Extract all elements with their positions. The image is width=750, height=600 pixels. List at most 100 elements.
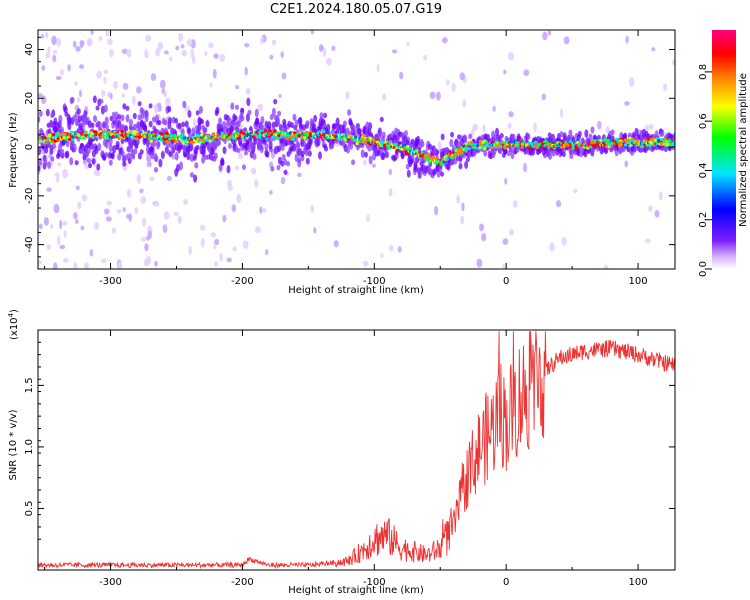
spectrogram-noise-cell — [52, 262, 58, 269]
spectrogram-haze-cell — [148, 120, 153, 128]
spectrogram-y-tick-label: 0 — [24, 144, 35, 150]
spectrogram-noise-cell — [180, 44, 185, 49]
spectrogram-noise-cell — [238, 152, 244, 160]
spectrogram-noise-cell — [177, 215, 182, 224]
spectrogram-haze-cell — [270, 166, 275, 172]
spectrogram-noise-cell — [560, 108, 564, 118]
spectrogram-noise-cell — [38, 223, 43, 230]
spectrogram-noise-cell — [625, 35, 629, 44]
spectrogram-haze-cell — [47, 161, 52, 169]
spectrogram-haze-cell — [253, 137, 258, 145]
spectrogram-noise-cell — [541, 93, 546, 101]
spectrogram-noise-cell — [605, 126, 610, 134]
spectrogram-haze-cell — [240, 107, 245, 113]
spectrogram-noise-cell — [106, 200, 113, 206]
spectrogram-noise-cell — [280, 176, 286, 185]
spectrogram-haze-cell — [450, 131, 455, 138]
spectrogram-ridge-cell — [268, 129, 272, 133]
spectrogram-noise-cell — [476, 258, 483, 268]
spectrogram-noise-cell — [46, 187, 52, 192]
spectrogram-haze-cell — [273, 98, 278, 105]
spectrogram-noise-cell — [165, 97, 171, 106]
spectrogram-haze-cell — [254, 108, 259, 118]
spectrogram-ridge-cell — [239, 130, 243, 135]
spectrogram-noise-cell — [162, 224, 168, 233]
spectrogram-haze-cell — [295, 129, 300, 135]
spectrogram-haze-cell — [182, 100, 187, 109]
spectrogram-noise-cell — [628, 77, 635, 88]
spectrogram-noise-cell — [140, 236, 147, 242]
spectrogram-noise-cell — [59, 219, 63, 230]
spectrogram-noise-cell — [51, 35, 57, 46]
spectrogram-noise-cell — [155, 47, 161, 57]
spectrogram-y-tick-label: 40 — [24, 43, 35, 56]
spectrogram-haze-cell — [250, 144, 255, 151]
spectrogram-ridge-cell — [169, 134, 174, 138]
spectrogram-ridge-cell — [353, 136, 358, 140]
spectrogram-haze-cell — [416, 135, 421, 145]
spectrogram-noise-cell — [109, 92, 113, 100]
spectrogram-haze-cell — [260, 124, 265, 131]
spectrogram-haze-cell — [122, 103, 127, 110]
spectrogram-noise-cell — [561, 236, 567, 246]
spectrogram-haze-cell — [385, 150, 390, 159]
spectrogram-noise-cell — [53, 203, 60, 214]
spectrogram-ridge-cell — [149, 139, 153, 143]
colorbar-tick-label: 0.4 — [698, 162, 709, 178]
spectrogram-haze-cell — [277, 145, 282, 153]
spectrogram-noise-cell — [107, 38, 113, 46]
spectrogram-noise-cell — [212, 68, 217, 79]
spectrogram-noise-cell — [460, 215, 465, 225]
spectrogram-haze-cell — [280, 143, 285, 151]
spectrogram-haze-cell — [193, 174, 198, 183]
spectrogram-noise-cell — [310, 204, 314, 213]
spectrogram-noise-cell — [512, 200, 518, 208]
spectrogram-noise-cell — [624, 160, 629, 168]
spectrogram-haze-cell — [233, 115, 238, 121]
spectrogram-noise-cell — [163, 90, 168, 98]
spectrogram-haze-cell — [260, 116, 265, 125]
spectrogram-haze-cell — [136, 121, 141, 129]
spectrogram-ridge-cell — [426, 152, 431, 156]
spectrogram-ridge-cell — [242, 132, 246, 136]
spectrogram-haze-cell — [168, 151, 173, 158]
spectrogram-haze-cell — [131, 153, 136, 160]
spectrogram-haze-cell — [72, 143, 77, 153]
spectrogram-ridge-cell — [387, 146, 391, 150]
spectrogram-noise-cell — [331, 45, 336, 51]
snr-x-tick-label: -100 — [363, 577, 386, 588]
spectrogram-haze-cell — [440, 133, 445, 141]
spectrogram-haze-cell — [187, 110, 192, 118]
spectrogram-noise-cell — [523, 162, 528, 173]
spectrogram-noise-cell — [46, 244, 51, 250]
spectrogram-noise-cell — [399, 71, 404, 80]
spectrogram-noise-cell — [77, 201, 82, 210]
spectrogram-haze-cell — [276, 164, 281, 171]
spectrogram-haze-cell — [561, 151, 566, 158]
spectrogram-haze-cell — [320, 118, 325, 126]
spectrogram-haze-cell — [222, 146, 227, 155]
spectrogram-noise-cell — [603, 265, 609, 269]
spectrogram-noise-cell — [313, 227, 317, 234]
colorbar-tick-label: 0.8 — [698, 64, 709, 80]
spectrogram-haze-cell — [305, 157, 310, 165]
spectrogram-noise-cell — [366, 214, 370, 223]
spectrogram-haze-cell — [271, 107, 276, 117]
spectrogram-haze-cell — [495, 127, 500, 137]
spectrogram-haze-cell — [108, 137, 113, 146]
spectrogram-ridge-cell — [214, 138, 219, 142]
spectrogram-haze-cell — [120, 150, 125, 157]
spectrogram-noise-cell — [81, 194, 88, 202]
spectrogram-haze-cell — [58, 114, 63, 124]
spectrogram-noise-cell — [362, 159, 367, 166]
spectrogram-haze-cell — [252, 153, 257, 160]
spectrogram-haze-cell — [610, 129, 615, 135]
spectrogram-noise-cell — [459, 72, 466, 81]
spectrogram-haze-cell — [195, 110, 200, 116]
spectrogram-haze-cell — [154, 155, 159, 163]
spectrogram-noise-cell — [136, 173, 142, 184]
spectrogram-haze-cell — [167, 121, 172, 130]
spectrogram-noise-cell — [86, 37, 93, 47]
spectrogram-haze-cell — [125, 105, 130, 111]
spectrogram-haze-cell — [168, 117, 173, 124]
